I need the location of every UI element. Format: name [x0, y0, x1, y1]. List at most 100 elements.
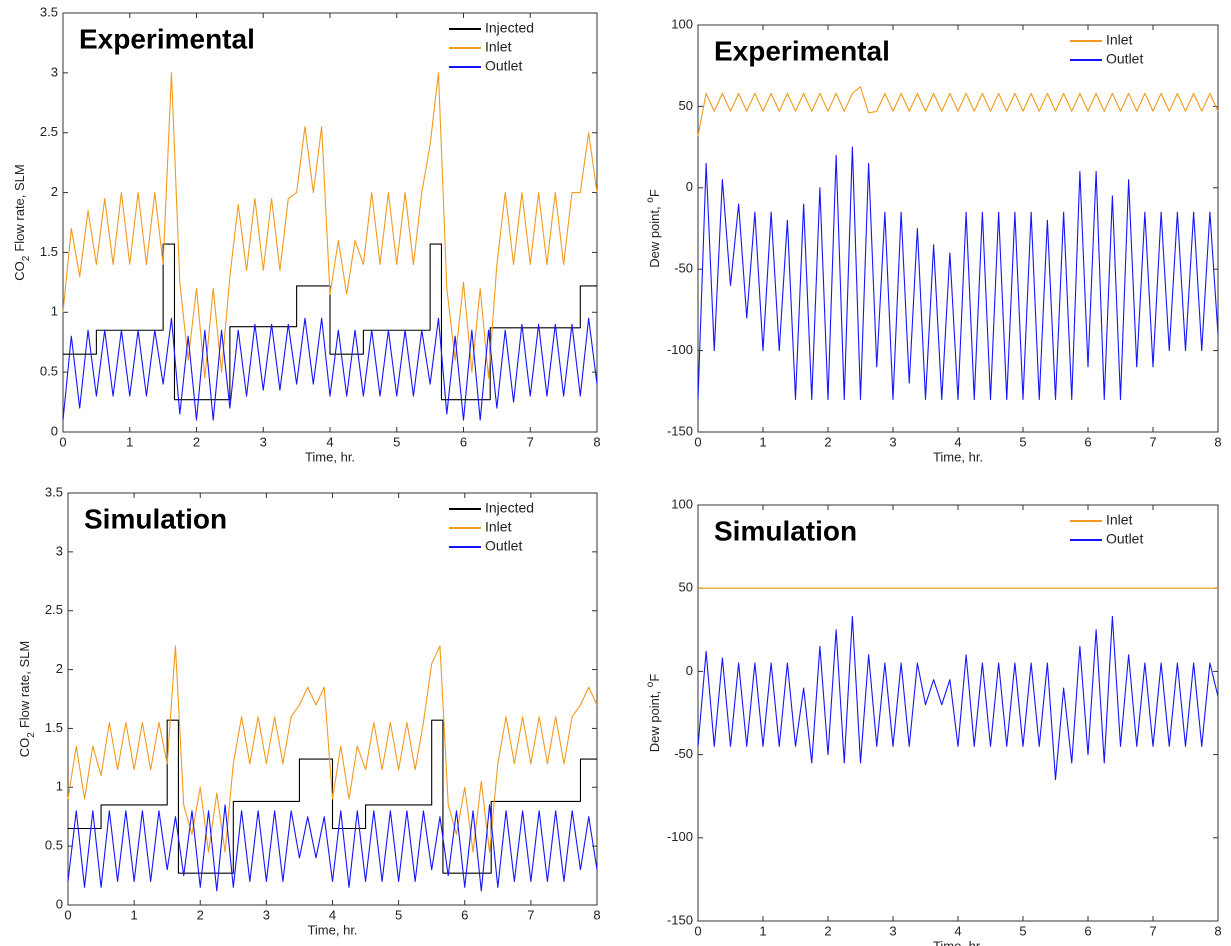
x-tick-label: 4: [954, 923, 961, 938]
plot-frame: [697, 24, 1219, 433]
series-line: [697, 86, 1219, 136]
y-tick-label: 100: [671, 496, 693, 511]
x-tick-label: 3: [260, 434, 267, 449]
x-tick-label: 8: [1214, 923, 1221, 938]
x-axis-label: Time, hr.: [307, 922, 357, 937]
x-tick-label: 2: [193, 434, 200, 449]
chart-title: Simulation: [84, 503, 227, 534]
x-tick-label: 7: [1149, 434, 1156, 449]
x-tick-label: 1: [759, 434, 766, 449]
y-label-part: 2: [21, 255, 32, 261]
y-tick-label: 2: [56, 661, 63, 676]
y-tick-label: 0: [686, 663, 693, 678]
y-tick-label: 2.5: [45, 602, 63, 617]
y-tick-label: -150: [667, 912, 693, 927]
y-tick-label: 2: [51, 184, 58, 199]
plot-frame: [67, 492, 598, 906]
series-line: [62, 317, 598, 421]
x-tick-label: 0: [59, 434, 66, 449]
y-axis-label: Dew point, oF: [645, 189, 663, 268]
y-label-part: F: [647, 189, 662, 197]
series-line: [67, 645, 598, 853]
y-label-part: Dew point,: [647, 203, 662, 268]
chart-title: Experimental: [714, 35, 890, 66]
x-tick-label: 7: [1149, 923, 1156, 938]
x-axis-label: Time, hr.: [305, 449, 355, 464]
x-tick-label: 2: [824, 923, 831, 938]
x-tick-label: 2: [197, 907, 204, 922]
x-tick-label: 8: [593, 434, 600, 449]
x-tick-label: 4: [329, 907, 336, 922]
x-tick-label: 1: [131, 907, 138, 922]
legend-label: Outlet: [485, 58, 522, 74]
chart-title: Experimental: [79, 23, 255, 54]
y-tick-label: 100: [671, 16, 693, 31]
x-tick-label: 7: [527, 434, 534, 449]
y-tick-label: 2.5: [40, 124, 58, 139]
chart-panel: -150 -100 -50 0 50 100 0 1 2 3 4 5 6 7 8 Time, hr. Dew p…: [645, 496, 1222, 946]
y-tick-label: 3: [51, 64, 58, 79]
y-tick-label: 1.5: [45, 720, 63, 735]
x-tick-label: 6: [1084, 434, 1091, 449]
series-line: [697, 146, 1219, 400]
y-tick-label: -100: [667, 342, 693, 357]
y-tick-label: 3: [56, 543, 63, 558]
x-tick-label: 5: [393, 434, 400, 449]
series-line: [697, 615, 1219, 781]
legend-label: Inlet: [1106, 512, 1133, 528]
y-axis-label: CO2 Flow rate, SLM: [17, 641, 36, 757]
x-tick-label: 6: [461, 907, 468, 922]
y-tick-label: -100: [667, 829, 693, 844]
y-label-part: CO: [12, 261, 27, 281]
series-line: [63, 243, 597, 401]
x-tick-label: 0: [694, 923, 701, 938]
y-tick-label: 0: [56, 896, 63, 911]
x-tick-label: 5: [1019, 923, 1026, 938]
y-tick-label: 50: [679, 580, 693, 595]
y-tick-label: 50: [679, 98, 693, 113]
y-label-part: o: [645, 197, 656, 203]
y-tick-label: 0: [51, 423, 58, 438]
y-tick-label: -50: [674, 261, 693, 276]
x-tick-label: 2: [824, 434, 831, 449]
legend-label: Outlet: [1106, 51, 1143, 67]
x-axis-label: Time, hr.: [933, 449, 983, 464]
x-tick-label: 1: [126, 434, 133, 449]
y-axis-label: Dew point, oF: [645, 674, 663, 753]
x-tick-label: 5: [395, 907, 402, 922]
series-line: [62, 72, 598, 379]
x-tick-label: 7: [527, 907, 534, 922]
x-tick-label: 0: [64, 907, 71, 922]
y-tick-label: 3.5: [45, 484, 63, 499]
x-axis-label: Time, hr.: [933, 938, 983, 946]
x-tick-label: 1: [759, 923, 766, 938]
x-tick-label: 3: [889, 434, 896, 449]
x-tick-label: 5: [1019, 434, 1026, 449]
x-tick-label: 4: [954, 434, 961, 449]
legend-label: Outlet: [1106, 531, 1143, 547]
x-tick-label: 6: [1084, 923, 1091, 938]
y-label-part: Flow rate, SLM: [12, 164, 27, 251]
x-tick-label: 6: [460, 434, 467, 449]
y-label-part: Dew point,: [647, 687, 662, 752]
y-label-part: 2: [26, 732, 37, 738]
chart-panel: -150 -100 -50 0 50 100 0 1 2 3 4 5 6 7 8 Time, hr. Dew p…: [645, 16, 1222, 464]
y-tick-label: -50: [674, 746, 693, 761]
y-label-part: CO: [17, 738, 32, 758]
legend-label: Outlet: [485, 538, 522, 554]
chart-title: Simulation: [714, 515, 857, 546]
series-line: [67, 804, 598, 892]
y-tick-label: 1.5: [40, 244, 58, 259]
y-tick-label: 0.5: [40, 364, 58, 379]
y-label-part: o: [645, 681, 656, 687]
x-tick-label: 4: [326, 434, 333, 449]
y-tick-label: -150: [667, 423, 693, 438]
legend-label: Injected: [485, 500, 534, 516]
x-tick-label: 3: [889, 923, 896, 938]
x-tick-label: 8: [593, 907, 600, 922]
y-tick-label: 0.5: [45, 838, 63, 853]
y-tick-label: 0: [686, 179, 693, 194]
